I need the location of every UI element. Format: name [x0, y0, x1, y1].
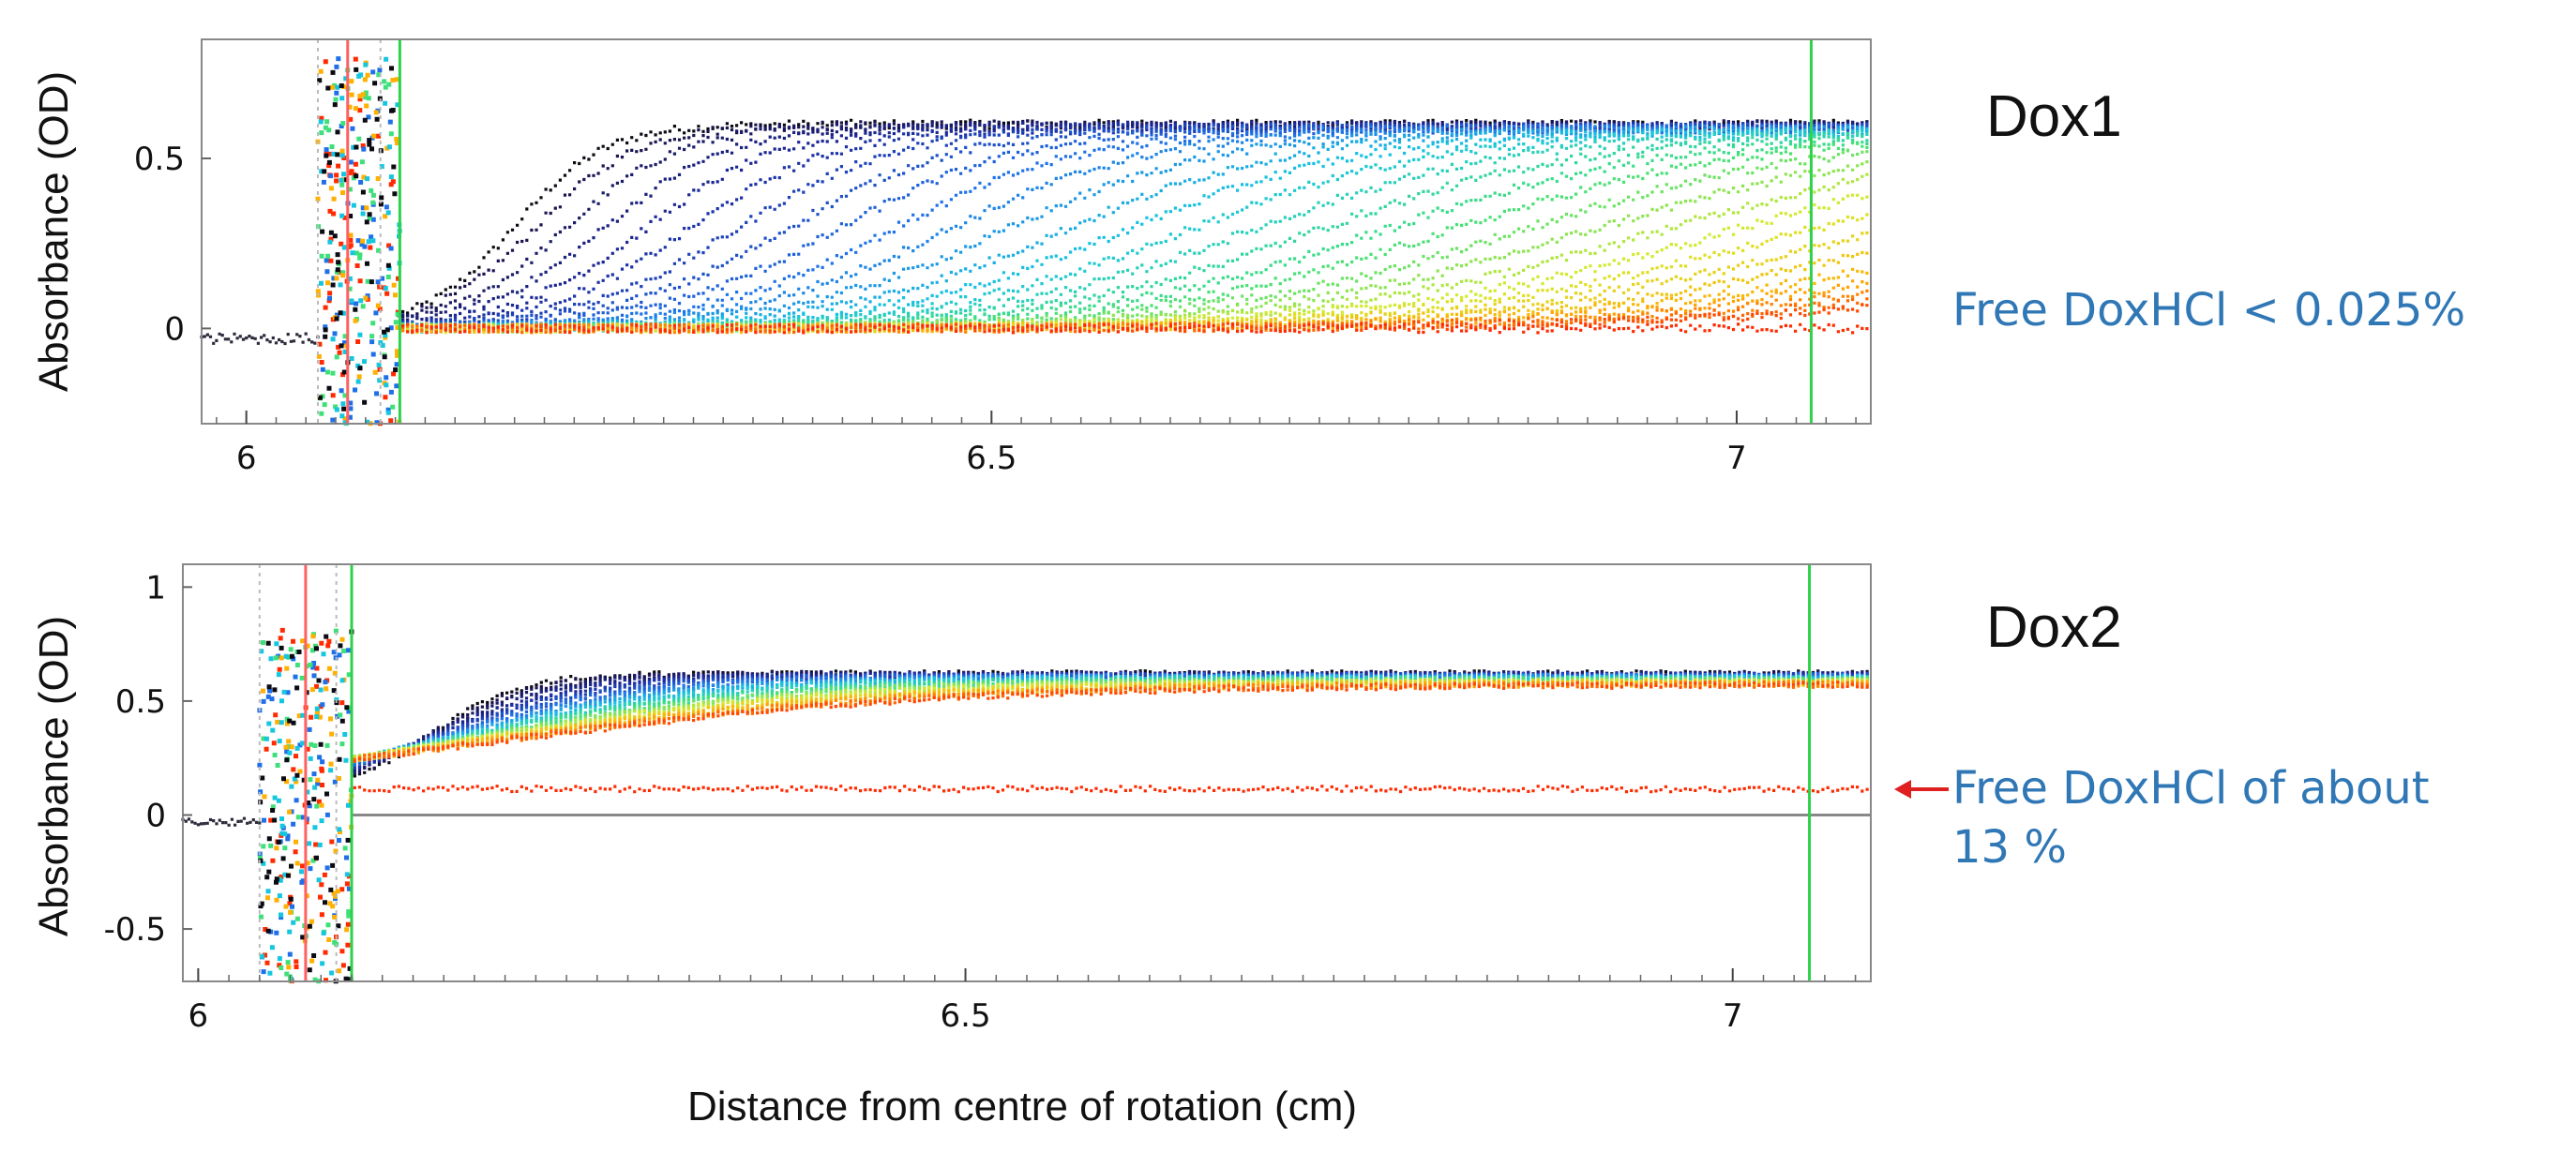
dox1-pre-meniscus-baseline: [200, 332, 320, 346]
dox1-scan-31: [401, 303, 1869, 335]
dox1-x-minor-ticks: [216, 417, 1857, 424]
dox1-x-tick-label-3: 7: [1726, 440, 1747, 477]
dox1-plot-frame: [201, 38, 1872, 425]
dox1-scan-31-points: [401, 303, 1869, 335]
dox2-y-tick-label-4: -0.5: [104, 911, 166, 949]
dox1-spike-points-3: [316, 67, 400, 426]
dox2-annotation-arrow: [1894, 780, 1949, 799]
dox2-spike-points-1: [263, 627, 352, 984]
panel-dox1: 0.50 6 6.5 7 Absorbance (OD) Dox1 Free Dox…: [31, 38, 2465, 477]
dox2-scan-points: [181, 627, 1871, 984]
dox2-y-tick-label-3: 0: [145, 797, 166, 834]
dox1-y-tick-label-1: 0.5: [134, 141, 185, 178]
dox1-scan-22: [401, 172, 1869, 334]
x-axis-title: Distance from centre of rotation (cm): [687, 1084, 1357, 1130]
dox1-meniscus-region-points: [200, 56, 402, 426]
panel-dox2: 10.50-0.5 6 6.5 7 Absorbance (OD) Dox2 Fre…: [31, 563, 2430, 1035]
dox1-scan-6: [401, 121, 1869, 330]
dox2-panel-label: Dox2: [1986, 595, 2122, 660]
dox2-scan-19-points: [353, 676, 1869, 763]
dox2-y-ticks: 1 0.5 0 -0.5: [104, 569, 192, 949]
dox2-x-tick-label-1: 6: [188, 997, 209, 1035]
dox1-scan-6-points: [401, 121, 1869, 330]
dox1-panel-label: Dox1: [1986, 84, 2122, 149]
dox2-x-tick-label-2: 6.5: [941, 997, 991, 1035]
dox2-x-tick-label-3: 7: [1723, 997, 1743, 1035]
dox2-y-axis-title: Absorbance (OD): [31, 616, 77, 936]
dox2-y-tick-label-1: 1: [145, 569, 166, 606]
dox2-pre-meniscus-baseline: [181, 816, 262, 827]
dox1-y-ticks: 0.50: [134, 141, 211, 348]
dox1-scan-points: [200, 56, 1869, 426]
dox2-scan-19: [353, 676, 1869, 763]
dox1-annotation: Free DoxHCl < 0.025%: [1952, 284, 2465, 337]
dox1-y-tick-label-2: 0: [164, 310, 185, 348]
dox1-spike-points-6: [317, 66, 399, 411]
dox1-x-ticks: 6 6.5 7: [216, 411, 1857, 477]
dox1-scan-32-points: [401, 322, 1869, 335]
dox2-annotation-line2: 13 %: [1952, 821, 2067, 874]
dox2-scan-32: [353, 785, 1869, 794]
dox2-x-ticks: 6 6.5 7: [188, 968, 1857, 1035]
dox1-x-tick-label-1: 6: [236, 440, 257, 477]
dox2-scan-32-points: [353, 785, 1869, 794]
dox1-scan-22-points: [401, 172, 1869, 334]
dox2-meniscus-region-points: [181, 627, 354, 984]
dox2-annotation-line1: Free DoxHCl of about: [1952, 762, 2430, 815]
dox1-y-axis-title: Absorbance (OD): [31, 71, 77, 392]
dox2-marker-lines: [258, 564, 1812, 981]
dox1-x-tick-label-2: 6.5: [966, 440, 1017, 477]
dox2-y-tick-label-2: 0.5: [115, 683, 166, 721]
dox2-spike-points-4: [261, 634, 354, 974]
dox1-marker-lines: [316, 39, 1813, 424]
dox1-scan-32: [401, 322, 1869, 335]
